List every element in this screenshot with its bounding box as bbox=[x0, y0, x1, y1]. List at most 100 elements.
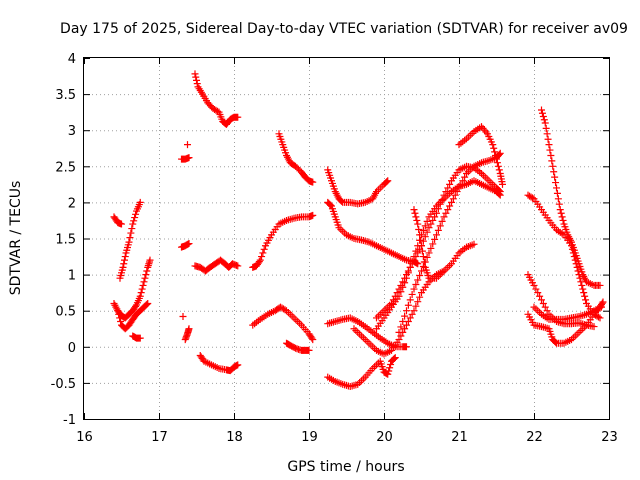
data-point-marker bbox=[576, 274, 584, 282]
data-point-marker bbox=[117, 318, 125, 326]
data-point-marker bbox=[309, 211, 317, 219]
data-point-marker bbox=[185, 154, 193, 162]
y-tick-label: -1 bbox=[63, 413, 76, 428]
data-point-marker bbox=[433, 231, 440, 239]
data-point-marker bbox=[590, 323, 598, 331]
data-point-marker bbox=[401, 312, 409, 320]
data-point-marker bbox=[404, 267, 412, 275]
data-point-marker bbox=[554, 195, 562, 203]
data-point-marker bbox=[259, 249, 267, 257]
data-point-marker bbox=[553, 184, 560, 192]
data-point-marker bbox=[234, 262, 242, 270]
data-point-marker bbox=[495, 166, 503, 174]
data-point-marker bbox=[434, 226, 442, 234]
data-point-marker bbox=[425, 249, 433, 257]
x-tick-label: 16 bbox=[76, 430, 93, 445]
series-arc-26 bbox=[410, 206, 448, 282]
data-point-marker bbox=[429, 216, 437, 224]
data-point-marker bbox=[442, 209, 450, 217]
x-tick-label: 22 bbox=[526, 430, 543, 445]
data-point-marker bbox=[427, 220, 435, 228]
data-point-marker bbox=[438, 196, 446, 204]
data-point-marker bbox=[532, 285, 540, 293]
data-point-marker bbox=[121, 253, 129, 261]
data-point-marker bbox=[403, 307, 410, 315]
data-point-marker bbox=[496, 149, 504, 157]
data-point-marker bbox=[408, 260, 416, 268]
data-point-marker bbox=[551, 173, 559, 181]
series-arc-27 bbox=[455, 123, 506, 188]
series-arc-2 bbox=[116, 198, 144, 282]
data-point-marker bbox=[193, 80, 201, 88]
data-point-marker bbox=[455, 184, 463, 192]
data-point-marker bbox=[544, 135, 552, 143]
data-point-marker bbox=[494, 162, 502, 170]
data-point-marker bbox=[489, 141, 497, 149]
data-point-marker bbox=[444, 206, 452, 214]
data-point-marker bbox=[125, 238, 133, 246]
data-point-marker bbox=[442, 188, 450, 196]
data-point-marker bbox=[491, 148, 499, 156]
data-point-marker bbox=[309, 178, 317, 186]
data-point-marker bbox=[433, 209, 440, 217]
data-point-marker bbox=[414, 298, 422, 306]
data-point-marker bbox=[461, 173, 469, 181]
data-marks bbox=[110, 70, 607, 391]
data-point-marker bbox=[140, 278, 148, 286]
data-point-marker bbox=[539, 112, 547, 120]
data-point-marker bbox=[142, 271, 150, 279]
data-point-marker bbox=[411, 209, 419, 217]
x-tick-label: 17 bbox=[151, 430, 168, 445]
data-point-marker bbox=[598, 299, 606, 307]
data-point-marker bbox=[256, 256, 264, 264]
data-point-marker bbox=[493, 159, 501, 167]
series-arc-4 bbox=[114, 299, 152, 333]
data-point-marker bbox=[577, 278, 585, 286]
data-point-marker bbox=[459, 177, 467, 185]
data-point-marker bbox=[545, 141, 553, 149]
y-tick-label: 1.5 bbox=[55, 233, 76, 248]
data-point-marker bbox=[529, 194, 536, 202]
data-point-marker bbox=[552, 179, 560, 187]
data-point-marker bbox=[431, 235, 439, 243]
data-point-marker bbox=[534, 289, 542, 297]
data-point-marker bbox=[385, 367, 393, 375]
data-point-marker bbox=[419, 226, 427, 234]
data-point-marker bbox=[143, 300, 151, 308]
data-point-marker bbox=[543, 307, 551, 315]
data-point-marker bbox=[327, 201, 335, 209]
series-arc-15 bbox=[275, 130, 317, 186]
data-point-marker bbox=[423, 228, 431, 236]
data-point-marker bbox=[421, 233, 429, 241]
data-point-marker bbox=[234, 113, 242, 121]
series-arc-5 bbox=[129, 332, 144, 342]
data-point-marker bbox=[540, 116, 548, 124]
series-arc-29 bbox=[524, 191, 604, 322]
data-point-marker bbox=[429, 240, 437, 248]
x-tick-label: 20 bbox=[376, 430, 393, 445]
data-point-marker bbox=[193, 76, 200, 84]
data-point-marker bbox=[416, 272, 424, 280]
data-point-marker bbox=[397, 281, 405, 289]
data-point-marker bbox=[495, 150, 503, 158]
data-point-marker bbox=[420, 258, 428, 266]
axis-ticks: -1 -0.5 0 0.5 1 1.5 2 2.5 3 3.5 4 16 17 18 19 20 21 22 23 bbox=[51, 52, 618, 445]
data-point-marker bbox=[427, 244, 435, 252]
series-arc-12 bbox=[191, 256, 242, 275]
data-point-marker bbox=[580, 289, 588, 297]
data-point-marker bbox=[538, 109, 546, 117]
data-point-marker bbox=[184, 141, 191, 149]
series-arc-8 bbox=[178, 240, 193, 251]
series-arc-19 bbox=[324, 198, 422, 268]
x-tick-label: 21 bbox=[451, 430, 468, 445]
data-point-marker bbox=[538, 296, 545, 304]
y-tick-label: 2 bbox=[68, 196, 76, 211]
data-point-marker bbox=[448, 198, 455, 206]
data-point-marker bbox=[129, 220, 137, 228]
data-point-marker bbox=[496, 188, 504, 196]
data-point-marker bbox=[127, 229, 135, 237]
data-point-marker bbox=[121, 256, 128, 264]
data-point-marker bbox=[391, 354, 399, 362]
y-tick-label: 1 bbox=[68, 269, 76, 284]
data-point-marker bbox=[555, 200, 563, 208]
